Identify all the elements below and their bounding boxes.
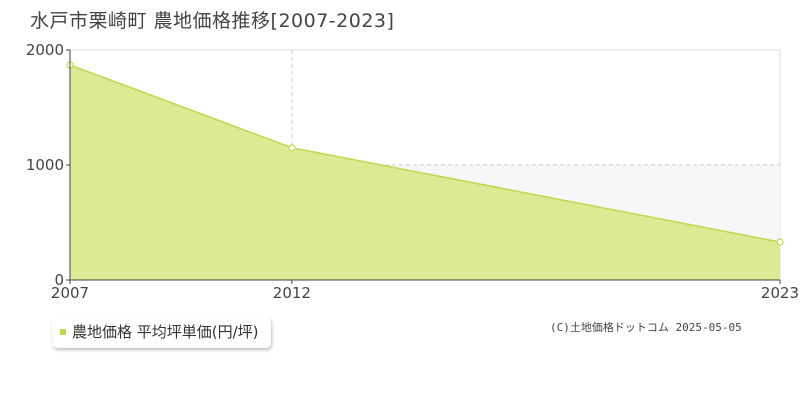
data-point (288, 144, 296, 152)
legend-label: 農地価格 平均坪単価(円/坪) (72, 323, 259, 341)
x-axis-ticks: 2007 2012 2023 (51, 280, 799, 302)
y-tick-label: 2000 (26, 41, 64, 59)
x-tick-label: 2012 (273, 284, 311, 302)
legend-marker (60, 328, 66, 335)
y-tick-label: 0 (54, 271, 64, 289)
x-tick-label: 2023 (761, 284, 799, 302)
chart-title: 水戸市栗崎町 農地価格推移[2007-2023] (30, 10, 395, 32)
y-axis-ticks: 0 1000 2000 (26, 41, 70, 289)
x-tick-label: 2007 (51, 284, 89, 302)
y-tick-label: 1000 (26, 156, 64, 174)
legend: 農地価格 平均坪単価(円/坪) (52, 317, 271, 348)
area-series (70, 64, 780, 280)
copyright-text: (C)土地価格ドットコム 2025-05-05 (550, 321, 742, 334)
data-point (776, 238, 784, 246)
